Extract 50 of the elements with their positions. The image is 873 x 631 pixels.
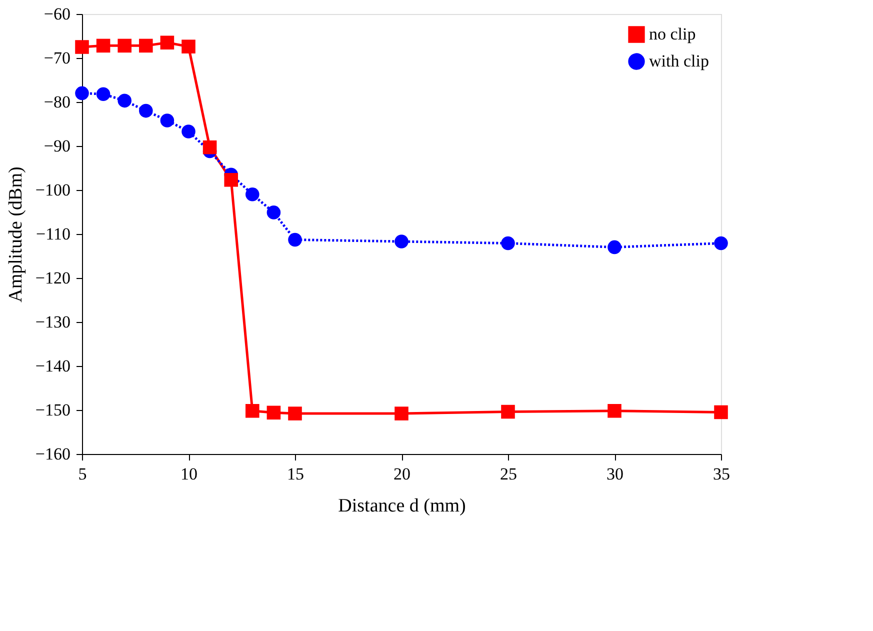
point (139, 38, 153, 53)
y-tick-label: −130 (35, 312, 70, 332)
point (714, 405, 728, 420)
y-tick-label: −160 (35, 444, 70, 464)
point (501, 404, 515, 419)
y-tick-label: −110 (36, 224, 70, 244)
point (75, 40, 89, 54)
point (608, 404, 622, 418)
legend-label: no clip (649, 24, 696, 44)
y-tick-label: −100 (35, 180, 70, 200)
legend-label: with clip (649, 52, 709, 70)
point (394, 406, 408, 420)
x-tick-label: 30 (606, 464, 624, 484)
x-tick-label: 5 (78, 464, 87, 484)
point (394, 234, 408, 248)
point (224, 172, 238, 187)
point (246, 188, 260, 202)
point (96, 38, 110, 53)
y-tick-label: −120 (35, 268, 70, 288)
point (714, 236, 728, 250)
point (608, 240, 622, 254)
x-tick-label: 20 (394, 464, 410, 484)
point (202, 140, 217, 154)
point (182, 124, 196, 138)
point (501, 236, 515, 250)
point (118, 38, 132, 53)
point (160, 114, 174, 128)
y-tick-label: −140 (35, 356, 70, 376)
y-tick-label: −150 (35, 400, 70, 420)
x-tick-label: 35 (713, 464, 730, 484)
x-tick-label: 25 (500, 464, 517, 484)
x-tick-label: 15 (287, 464, 304, 484)
point (246, 404, 260, 418)
y-tick-label: −80 (44, 92, 70, 112)
x-axis-title: Distance d (mm) (338, 496, 466, 516)
point (118, 94, 132, 108)
y-tick-label: −70 (44, 48, 70, 68)
x-tick-label: 10 (180, 464, 198, 484)
point (160, 36, 174, 50)
y-tick-label: −90 (44, 136, 70, 156)
point (139, 104, 153, 118)
point (288, 232, 302, 247)
point (96, 87, 110, 101)
point (266, 406, 281, 420)
y-axis-title: Amplitude (dBm) (5, 166, 26, 302)
point (75, 86, 89, 100)
point (266, 206, 281, 220)
y-tick-label: −60 (44, 4, 70, 24)
point (288, 406, 302, 420)
point (182, 40, 196, 54)
